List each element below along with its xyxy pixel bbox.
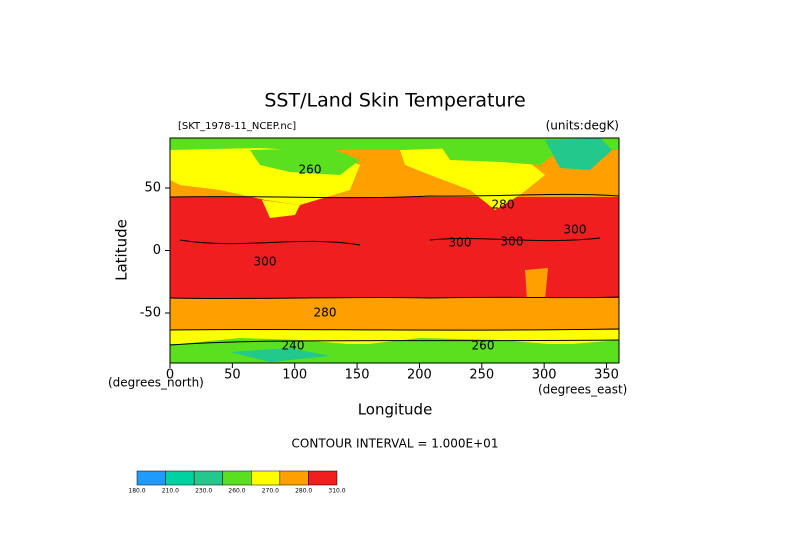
colorbar-label: 270.0 bbox=[262, 488, 279, 495]
y-axis-label: Latitude bbox=[113, 219, 131, 281]
x-tick-label: 50 bbox=[224, 368, 241, 383]
contour-label: 300 bbox=[501, 235, 524, 249]
y-tick-label: 0 bbox=[153, 243, 161, 258]
contour-label: 260 bbox=[299, 163, 322, 177]
contour-label: 300 bbox=[564, 223, 587, 237]
contour-label: 260 bbox=[472, 339, 495, 353]
x-tick-label: 0 bbox=[166, 368, 174, 383]
contour-label: 280 bbox=[314, 306, 337, 320]
contour-interval: CONTOUR INTERVAL = 1.000E+01 bbox=[292, 437, 499, 451]
colorbar-label: 210.0 bbox=[162, 488, 179, 495]
x-tick-label: 100 bbox=[282, 368, 307, 383]
x-tick-label: 200 bbox=[407, 368, 432, 383]
colorbar-box bbox=[165, 470, 195, 486]
units-label: (units:degK) bbox=[546, 119, 619, 133]
colorbar-box bbox=[308, 470, 338, 486]
x-tick-label: 150 bbox=[345, 368, 370, 383]
colorbar-box bbox=[251, 470, 281, 486]
contour-label: 240 bbox=[282, 339, 305, 353]
colorbar-box bbox=[222, 470, 252, 486]
colorbar-label: 310.0 bbox=[328, 488, 345, 495]
y-tick-label: 50 bbox=[144, 181, 161, 196]
x-tick-label: 250 bbox=[469, 368, 494, 383]
colorbar-box bbox=[279, 470, 309, 486]
colorbar-box bbox=[136, 470, 166, 486]
colorbar-label: 180.0 bbox=[128, 488, 145, 495]
y-unit-label: (degrees_north) bbox=[108, 376, 204, 390]
colorbar-label: 280.0 bbox=[295, 488, 312, 495]
x-tick-label: 350 bbox=[594, 368, 619, 383]
x-tick-label: 300 bbox=[532, 368, 557, 383]
map-field bbox=[170, 138, 619, 363]
contour-label: 300 bbox=[449, 236, 472, 250]
colorbar-label: 260.0 bbox=[228, 488, 245, 495]
contour-label: 280 bbox=[492, 198, 515, 212]
x-unit-label: (degrees_east) bbox=[538, 383, 627, 397]
contour-label: 300 bbox=[254, 255, 277, 269]
colorbar-label: 230.0 bbox=[195, 488, 212, 495]
file-label: [SKT_1978-11_NCEP.nc] bbox=[178, 121, 296, 132]
colorbar-box bbox=[193, 470, 223, 486]
title: SST/Land Skin Temperature bbox=[264, 90, 525, 112]
y-tick-label: -50 bbox=[140, 306, 161, 321]
x-axis-label: Longitude bbox=[358, 401, 433, 419]
